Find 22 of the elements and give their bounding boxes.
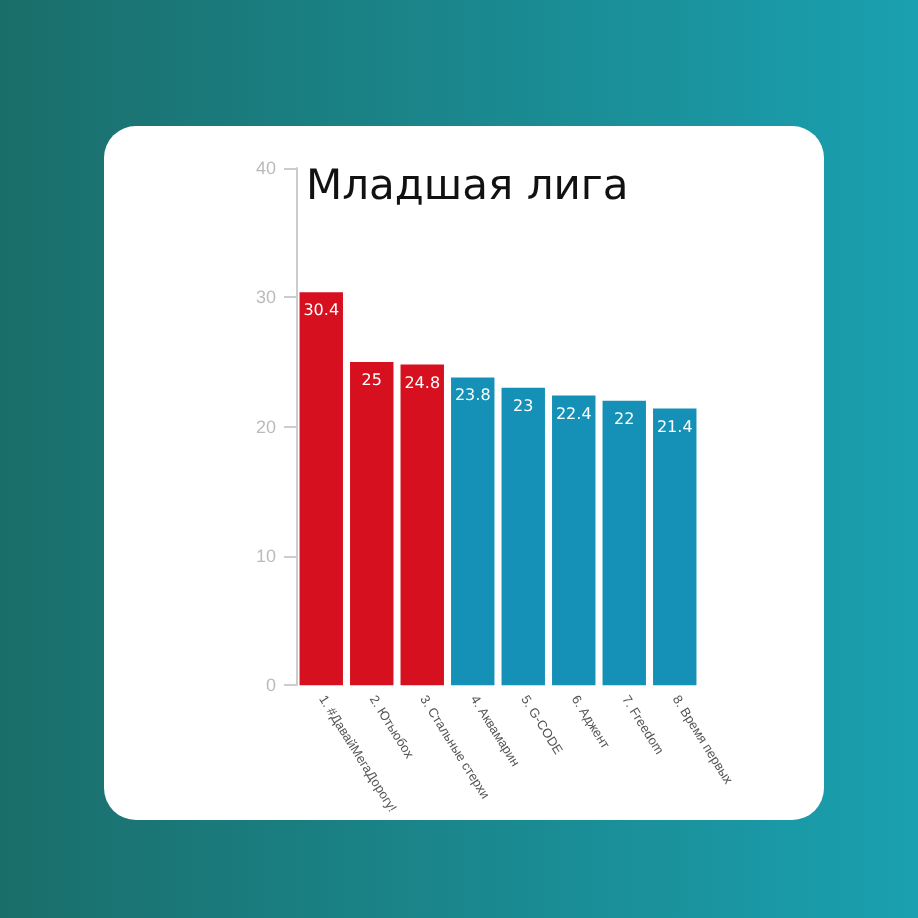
y-tick-label: 40 xyxy=(255,158,276,178)
y-tick-label: 0 xyxy=(265,675,276,696)
chart-title: Младшая лига xyxy=(306,161,629,209)
data-label: 30.4 xyxy=(303,301,340,320)
data-label: 23 xyxy=(513,396,534,415)
data-label: 22.4 xyxy=(555,404,592,423)
y-tick-label: 30 xyxy=(255,287,276,308)
y-tick-label: 10 xyxy=(255,545,276,566)
bar xyxy=(552,395,596,686)
bar xyxy=(350,361,394,686)
bar xyxy=(501,387,545,686)
data-label: 23.8 xyxy=(454,386,491,405)
bar xyxy=(400,364,444,686)
bar xyxy=(299,292,343,686)
bar xyxy=(451,377,495,686)
y-tick-label: 20 xyxy=(255,416,276,437)
data-label: 22 xyxy=(614,409,635,428)
data-label: 21.4 xyxy=(656,417,693,436)
data-label: 25 xyxy=(361,370,382,389)
data-label: 24.8 xyxy=(404,373,441,392)
bar xyxy=(653,408,697,686)
bar xyxy=(602,400,646,686)
